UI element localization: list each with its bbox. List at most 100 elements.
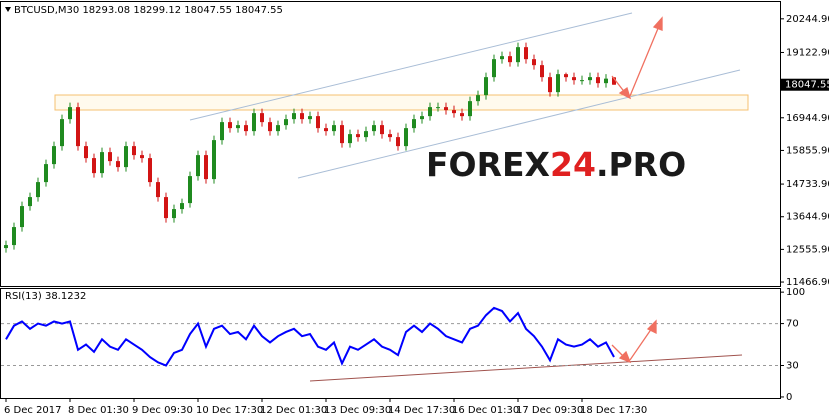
candle-body (44, 164, 48, 183)
candle-body (140, 155, 144, 159)
x-tick-label: 18 Dec 17:30 (580, 405, 647, 416)
candle-body (404, 128, 408, 147)
arrow (629, 25, 660, 97)
candle-body (92, 158, 96, 174)
y-tick-label: 19122.90 (786, 47, 829, 58)
candle-body (204, 155, 208, 180)
candle-body (332, 125, 336, 132)
candle-body (28, 197, 32, 207)
candle-body (276, 125, 280, 132)
candle-body (156, 182, 160, 198)
candle-body (372, 125, 376, 132)
candle-body (580, 80, 584, 82)
candle-body (508, 56, 512, 63)
y-tick-label: 13644.90 (786, 212, 829, 223)
forecast-arrows (611, 16, 663, 364)
x-tick-label: 13 Dec 09:30 (324, 405, 391, 416)
support-zone (54, 94, 749, 111)
candle-body (12, 227, 16, 246)
price-title: BTCUSD,M30 18293.08 18299.12 18047.55 18… (14, 5, 283, 16)
watermark-part: 24 (550, 145, 596, 184)
arrow-head (652, 16, 663, 31)
candle-body (148, 158, 152, 183)
candle-body (500, 56, 504, 60)
candle-body (228, 122, 232, 129)
x-tick-label: 8 Dec 01:30 (68, 405, 129, 416)
x-tick-label: 17 Dec 09:30 (516, 405, 583, 416)
y-tick-label: 16944.90 (786, 113, 829, 124)
watermark: FOREX24.PRO (426, 145, 686, 184)
arrow-head (646, 319, 657, 335)
menu-triangle (5, 7, 11, 12)
candle-body (68, 107, 72, 120)
y-tick-label: 11466.90 (786, 277, 829, 288)
candle-body (444, 107, 448, 111)
candle-body (244, 125, 248, 132)
candle-body (356, 134, 360, 138)
candle-body (300, 113, 304, 120)
candle-body (468, 101, 472, 117)
price-panel (0, 1, 781, 287)
candle-body (308, 116, 312, 120)
candle-body (188, 176, 192, 204)
candle-body (100, 152, 104, 174)
candle-body (132, 146, 136, 156)
y-tick-label: 14733.90 (786, 179, 829, 190)
arrow-head (618, 86, 632, 100)
candle-body (396, 137, 400, 147)
watermark-part: FOREX (426, 145, 550, 184)
candle-body (596, 77, 600, 84)
candle-body (604, 78, 608, 84)
candle-body (364, 131, 368, 138)
candle-body (572, 77, 576, 81)
candle-body (460, 113, 464, 117)
candle-body (212, 140, 216, 180)
x-tick-label: 14 Dec 17:30 (388, 405, 455, 416)
candle-body (516, 47, 520, 63)
candle-body (20, 206, 24, 228)
candle-body (476, 95, 480, 102)
y-tick-label: 100 (786, 287, 805, 298)
candle-body (284, 119, 288, 126)
x-tick-label: 9 Dec 09:30 (132, 405, 193, 416)
candle-body (324, 128, 328, 132)
candle-body (60, 119, 64, 147)
x-tick-label: 12 Dec 01:30 (260, 405, 327, 416)
last-price-label: 18047.55 (785, 80, 829, 91)
candle-body (220, 122, 224, 141)
arrow (629, 327, 653, 361)
channel-upper (189, 12, 633, 121)
candle-body (76, 107, 80, 147)
candle-body (36, 182, 40, 198)
y-tick-label: 0 (786, 392, 792, 403)
candle-body (180, 203, 184, 210)
candle-body (436, 107, 440, 109)
candle-body (116, 161, 120, 168)
candle-body (172, 209, 176, 219)
watermark-part: .PRO (596, 145, 686, 184)
x-tick-label: 16 Dec 01:30 (452, 405, 519, 416)
candle-body (108, 152, 112, 162)
candle-body (236, 125, 240, 129)
candle-body (260, 113, 264, 123)
candle-body (492, 59, 496, 78)
candle-body (252, 113, 256, 132)
y-tick-label: 70 (786, 319, 799, 330)
candle-body (292, 113, 296, 120)
candle-body (316, 116, 320, 129)
x-tick-label: 10 Dec 17:30 (196, 405, 263, 416)
candle-body (348, 134, 352, 144)
candle-body (388, 134, 392, 138)
x-tick-label: 6 Dec 2017 (4, 405, 62, 416)
candle-body (380, 125, 384, 135)
candle-body (4, 245, 8, 249)
candle-body (164, 197, 168, 219)
candle-body (524, 47, 528, 60)
candle-body (124, 146, 128, 168)
candle-body (540, 65, 544, 78)
candle-body (52, 146, 56, 165)
candle-body (564, 74, 568, 78)
candle-body (84, 146, 88, 159)
